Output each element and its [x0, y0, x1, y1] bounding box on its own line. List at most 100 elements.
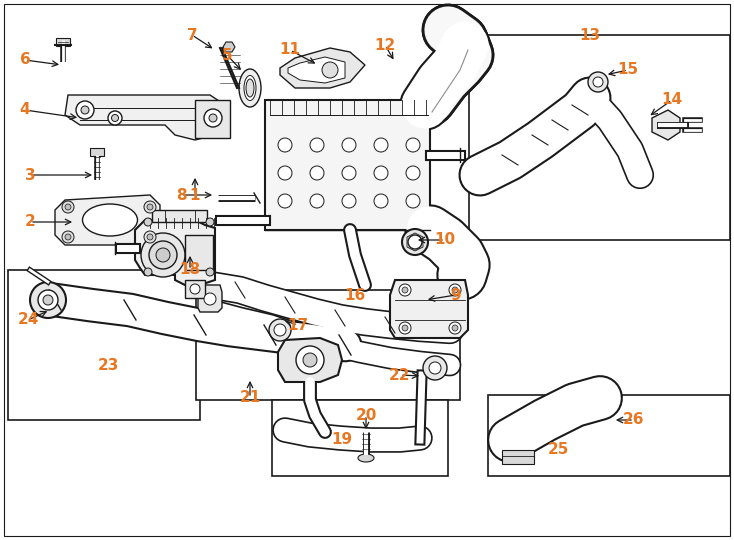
- Ellipse shape: [239, 69, 261, 107]
- Circle shape: [402, 287, 408, 293]
- Text: 14: 14: [661, 92, 683, 107]
- Circle shape: [423, 356, 447, 380]
- Bar: [502, 450, 534, 464]
- Circle shape: [322, 62, 338, 78]
- Circle shape: [296, 346, 324, 374]
- Polygon shape: [407, 233, 423, 251]
- Text: 3: 3: [25, 167, 35, 183]
- Circle shape: [190, 284, 200, 294]
- Circle shape: [449, 322, 461, 334]
- Circle shape: [588, 72, 608, 92]
- Text: 5: 5: [222, 48, 233, 63]
- Circle shape: [147, 204, 153, 210]
- Text: 24: 24: [18, 313, 39, 327]
- Text: 16: 16: [344, 287, 366, 302]
- Bar: [196, 290, 460, 400]
- Text: 17: 17: [288, 318, 308, 333]
- Bar: [185, 235, 213, 270]
- Bar: [56, 38, 70, 46]
- Circle shape: [406, 194, 420, 208]
- Text: 10: 10: [435, 233, 456, 247]
- Circle shape: [144, 201, 156, 213]
- Circle shape: [38, 290, 58, 310]
- Circle shape: [144, 218, 152, 226]
- Text: 7: 7: [186, 28, 197, 43]
- Circle shape: [62, 231, 74, 243]
- Circle shape: [206, 218, 214, 226]
- Ellipse shape: [244, 76, 256, 100]
- Circle shape: [206, 268, 214, 276]
- Circle shape: [65, 234, 71, 240]
- Circle shape: [402, 325, 408, 331]
- Circle shape: [429, 362, 441, 374]
- Text: 26: 26: [623, 413, 644, 428]
- Circle shape: [374, 194, 388, 208]
- Circle shape: [269, 319, 291, 341]
- Polygon shape: [390, 280, 468, 338]
- Bar: [185, 280, 205, 298]
- Circle shape: [144, 231, 156, 243]
- Bar: [469, 35, 730, 240]
- Circle shape: [62, 201, 74, 213]
- Circle shape: [449, 284, 461, 296]
- Text: 21: 21: [239, 390, 261, 406]
- Bar: [488, 395, 730, 476]
- Text: 4: 4: [20, 103, 30, 118]
- Text: 22: 22: [389, 368, 411, 382]
- Circle shape: [76, 101, 94, 119]
- Circle shape: [452, 287, 458, 293]
- Circle shape: [108, 111, 122, 125]
- Ellipse shape: [82, 204, 137, 236]
- Circle shape: [81, 106, 89, 114]
- Text: 15: 15: [617, 63, 639, 78]
- Text: 12: 12: [374, 37, 396, 52]
- Circle shape: [310, 138, 324, 152]
- Circle shape: [112, 114, 118, 122]
- Circle shape: [43, 295, 53, 305]
- Circle shape: [402, 229, 428, 255]
- Polygon shape: [280, 48, 365, 88]
- Text: 19: 19: [332, 433, 352, 448]
- Bar: [152, 210, 207, 222]
- Ellipse shape: [246, 79, 254, 97]
- Circle shape: [374, 138, 388, 152]
- Polygon shape: [55, 195, 160, 245]
- Text: 20: 20: [355, 408, 377, 422]
- Circle shape: [408, 235, 422, 249]
- Circle shape: [278, 194, 292, 208]
- Circle shape: [342, 166, 356, 180]
- Circle shape: [141, 233, 185, 277]
- Text: 1: 1: [190, 187, 200, 202]
- Text: 8: 8: [175, 187, 186, 202]
- Circle shape: [399, 322, 411, 334]
- Bar: [90, 148, 104, 156]
- Text: 23: 23: [98, 357, 119, 373]
- Polygon shape: [65, 95, 230, 140]
- Polygon shape: [223, 42, 235, 52]
- Circle shape: [310, 194, 324, 208]
- Text: 25: 25: [548, 442, 569, 457]
- Circle shape: [303, 353, 317, 367]
- Circle shape: [374, 166, 388, 180]
- Circle shape: [342, 138, 356, 152]
- Circle shape: [278, 138, 292, 152]
- Polygon shape: [135, 220, 215, 285]
- Circle shape: [310, 166, 324, 180]
- Circle shape: [452, 325, 458, 331]
- Circle shape: [278, 166, 292, 180]
- Polygon shape: [652, 110, 680, 140]
- Circle shape: [399, 284, 411, 296]
- Bar: [195, 100, 230, 138]
- Circle shape: [406, 166, 420, 180]
- Circle shape: [209, 114, 217, 122]
- Polygon shape: [278, 338, 342, 382]
- Circle shape: [342, 194, 356, 208]
- Circle shape: [406, 138, 420, 152]
- Text: 18: 18: [179, 262, 200, 278]
- Circle shape: [147, 234, 153, 240]
- Circle shape: [204, 293, 216, 305]
- Circle shape: [204, 109, 222, 127]
- Text: 2: 2: [25, 214, 35, 230]
- Polygon shape: [198, 285, 222, 312]
- Text: 9: 9: [451, 287, 461, 302]
